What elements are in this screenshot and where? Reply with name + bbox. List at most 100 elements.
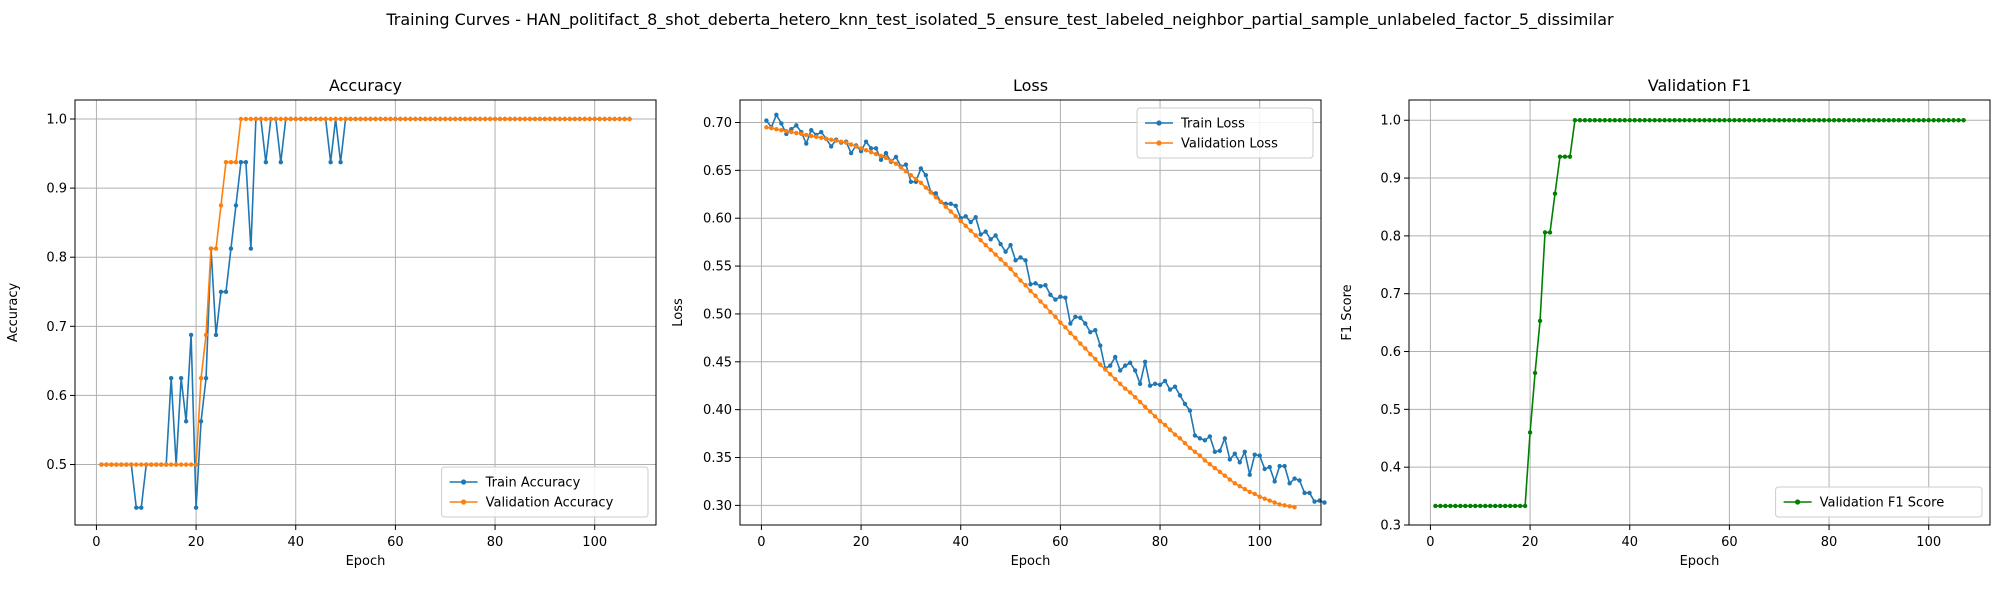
legend: Validation F1 Score [1775, 486, 1983, 518]
data-point [428, 116, 433, 122]
data-point [948, 209, 953, 214]
x-tick-label: 60 [1721, 535, 1738, 550]
data-point [1152, 381, 1158, 387]
data-point [448, 116, 453, 122]
data-point [149, 462, 154, 467]
data-point [198, 419, 204, 424]
data-point [1013, 272, 1018, 277]
data-point [988, 247, 993, 252]
data-point [774, 126, 779, 132]
data-point [1108, 372, 1113, 377]
data-point [178, 462, 184, 467]
data-point [358, 116, 363, 122]
data-point [452, 116, 458, 122]
data-point [338, 116, 343, 122]
data-point [1483, 503, 1488, 509]
data-point [1247, 489, 1252, 495]
data-point [542, 116, 548, 122]
chart-title: Validation F1 [1648, 76, 1751, 95]
legend-marker [461, 499, 467, 505]
data-point [948, 201, 953, 207]
data-point [1836, 118, 1842, 123]
y-tick-label: 0.8 [1380, 229, 1401, 244]
data-point [1058, 294, 1063, 299]
data-point [1003, 261, 1008, 267]
data-point [383, 116, 388, 122]
data-point [134, 505, 139, 510]
data-point [183, 462, 189, 467]
data-point [1122, 363, 1128, 368]
y-tick-label: 0.45 [703, 355, 732, 370]
data-point [1272, 500, 1277, 505]
data-point [1212, 449, 1218, 454]
data-point [413, 116, 418, 122]
data-point [1463, 503, 1468, 509]
y-tick-label: 0.7 [46, 320, 67, 335]
data-point [1038, 299, 1043, 304]
data-point [988, 237, 993, 242]
data-point [298, 116, 303, 122]
data-point [507, 116, 513, 122]
data-point [769, 126, 774, 131]
data-point [1811, 118, 1817, 123]
data-point [1113, 376, 1118, 382]
chart-title: Loss [1013, 76, 1048, 95]
data-point [1562, 154, 1568, 159]
data-point [1058, 320, 1063, 325]
data-point [1117, 381, 1123, 387]
x-tick-label: 0 [1426, 535, 1434, 550]
data-point [139, 462, 144, 467]
data-point [617, 116, 622, 122]
data-point [784, 128, 789, 134]
data-point [1073, 314, 1078, 320]
data-point [848, 150, 854, 156]
data-point [482, 116, 488, 122]
data-point [248, 246, 254, 251]
data-point [814, 134, 819, 140]
data-point [134, 462, 139, 467]
data-point [1117, 368, 1123, 373]
data-point [607, 116, 612, 122]
data-point [283, 116, 288, 122]
legend-label: Train Loss [1180, 117, 1245, 132]
data-point [1098, 343, 1103, 348]
data-point [1806, 118, 1812, 123]
data-point [443, 116, 448, 122]
data-point [923, 172, 929, 178]
x-tick-label: 0 [92, 535, 100, 550]
data-point [1282, 463, 1287, 469]
data-point [838, 139, 844, 144]
data-point [1951, 118, 1956, 123]
data-point [1063, 325, 1068, 330]
data-point [1702, 118, 1707, 123]
y-axis-label: F1 Score [1340, 284, 1355, 340]
data-point [1302, 490, 1307, 496]
data-point [1083, 321, 1088, 326]
data-point [978, 232, 983, 237]
y-tick-label: 0.50 [703, 307, 732, 322]
data-point [472, 116, 478, 122]
data-point [99, 462, 104, 467]
data-point [868, 149, 874, 155]
data-point [144, 462, 149, 467]
data-point [1906, 118, 1911, 123]
data-point [1707, 118, 1712, 123]
data-point [789, 129, 794, 135]
data-point [547, 116, 553, 122]
data-point [438, 116, 443, 122]
data-point [1493, 503, 1498, 509]
data-point [1507, 503, 1513, 509]
data-point [819, 135, 824, 141]
data-point [873, 151, 879, 157]
data-point [1033, 281, 1038, 286]
data-point [1127, 360, 1133, 365]
data-point [1202, 438, 1208, 443]
data-point [804, 141, 809, 146]
axes-frame [1408, 99, 1991, 526]
data-point [1043, 283, 1048, 288]
data-point [348, 116, 353, 122]
data-point [487, 116, 493, 122]
data-point [873, 146, 879, 151]
data-point [1742, 118, 1747, 123]
data-point [393, 116, 398, 122]
